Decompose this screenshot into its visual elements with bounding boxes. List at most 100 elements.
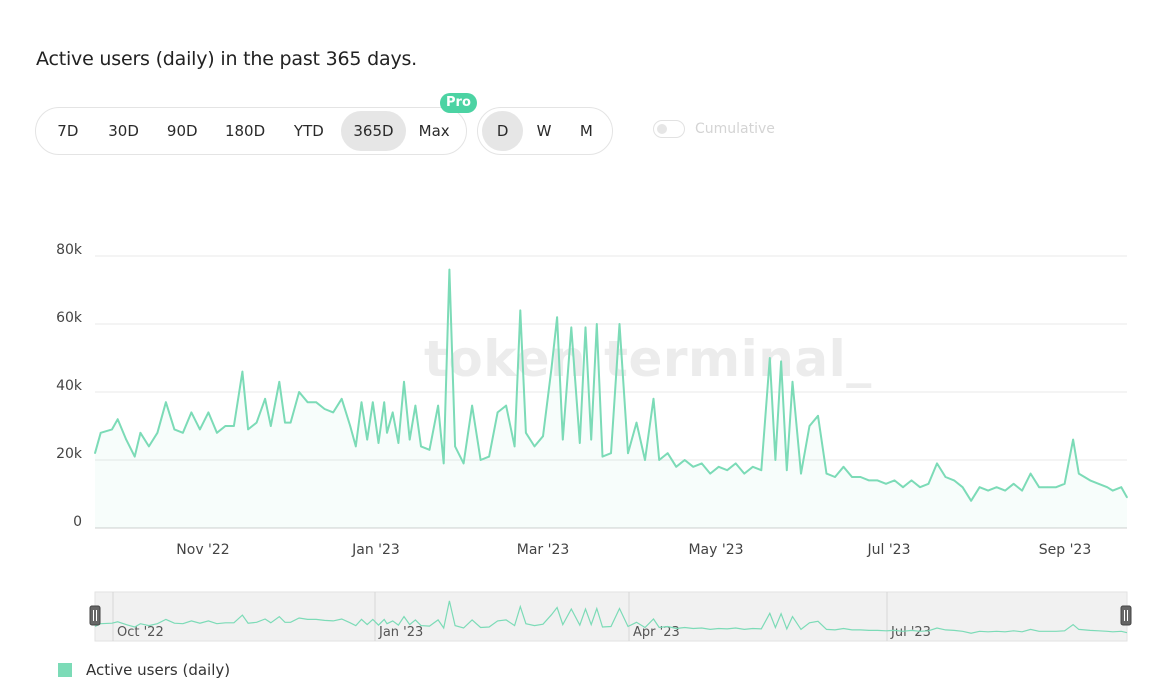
data-point	[1012, 483, 1015, 485]
data-point	[255, 421, 258, 424]
range-button-7d[interactable]: 7D	[57, 122, 79, 140]
data-point	[760, 469, 763, 472]
data-point	[610, 452, 612, 455]
y-tick-label: 60k	[56, 310, 83, 326]
toggle-switch[interactable]	[653, 120, 685, 138]
legend[interactable]: Active users (daily)	[58, 661, 230, 679]
data-point	[397, 442, 400, 444]
data-point	[791, 381, 794, 383]
range-button-ytd[interactable]: YTD	[293, 122, 324, 140]
data-point	[556, 316, 558, 319]
data-point	[1126, 496, 1128, 499]
data-point	[116, 418, 119, 421]
data-point	[289, 421, 292, 424]
range-button-90d[interactable]: 90D	[166, 122, 198, 140]
data-point	[488, 455, 490, 458]
data-point	[562, 438, 564, 441]
data-point	[995, 486, 998, 489]
data-point	[247, 428, 249, 431]
data-point	[743, 472, 746, 475]
navigator-tick-label: Jul '23	[890, 625, 931, 640]
data-point	[700, 462, 703, 465]
data-point	[315, 401, 317, 404]
data-point	[125, 438, 127, 441]
data-point	[859, 476, 862, 478]
data-point	[323, 408, 326, 410]
data-point	[944, 476, 947, 478]
data-point	[834, 476, 836, 478]
navigator-handle-right[interactable]	[1120, 605, 1132, 626]
range-button-30d[interactable]: 30D	[108, 122, 139, 140]
data-point	[542, 435, 544, 438]
data-point	[360, 401, 363, 404]
data-point	[156, 432, 159, 434]
data-point	[961, 486, 964, 489]
data-point	[1078, 472, 1080, 475]
range-button-180d[interactable]: 180D	[224, 122, 266, 140]
data-point	[885, 483, 887, 485]
cumulative-toggle[interactable]: Cumulative	[653, 120, 775, 138]
data-point	[808, 425, 811, 427]
data-point	[902, 486, 904, 489]
data-point	[936, 462, 938, 465]
data-point	[1021, 489, 1023, 492]
data-point	[233, 425, 235, 427]
data-point	[825, 472, 828, 475]
navigator-window[interactable]	[94, 591, 1128, 642]
data-point	[675, 466, 677, 468]
interval-button-d[interactable]: D	[482, 111, 524, 151]
data-point	[590, 438, 592, 441]
chart-title: Active users (daily) in the past 365 day…	[36, 48, 418, 70]
data-point	[1083, 476, 1086, 478]
data-point	[216, 432, 218, 434]
data-point	[190, 411, 193, 414]
data-point	[1097, 483, 1100, 485]
data-point	[1063, 483, 1066, 485]
data-point	[505, 404, 507, 407]
x-tick-label: Jul '23	[866, 542, 910, 558]
data-point	[278, 381, 281, 383]
data-point	[403, 381, 405, 383]
data-point	[717, 466, 720, 468]
navigator-handle-left[interactable]	[89, 605, 101, 626]
data-point	[666, 452, 669, 455]
data-point	[264, 398, 266, 400]
data-point	[349, 425, 352, 427]
navigator-tick-label: Jan '23	[378, 625, 423, 640]
data-point	[868, 479, 870, 482]
toggle-knob	[657, 124, 667, 134]
interval-button-w[interactable]: W	[536, 122, 552, 140]
data-point	[1072, 438, 1074, 441]
data-point	[726, 469, 728, 472]
data-point	[978, 486, 981, 489]
data-point	[570, 326, 573, 329]
data-point	[584, 326, 587, 329]
y-tick-label: 20k	[56, 446, 83, 462]
series-line	[94, 268, 1128, 502]
data-point	[1038, 486, 1040, 489]
interval-button-m[interactable]: M	[579, 122, 593, 140]
navigator-tick-label: Apr '23	[633, 625, 680, 640]
data-point	[709, 472, 711, 475]
data-point	[420, 445, 422, 448]
range-button-365d[interactable]: 365D	[340, 111, 407, 151]
x-tick-label: Nov '22	[176, 542, 229, 558]
data-point	[618, 323, 621, 325]
data-point	[298, 391, 300, 393]
series-area	[95, 269, 1127, 528]
data-point	[627, 452, 629, 455]
data-point	[550, 367, 553, 370]
y-tick-label: 40k	[56, 378, 83, 394]
data-point	[437, 404, 439, 407]
data-point	[752, 466, 754, 468]
data-point	[94, 452, 96, 455]
legend-swatch	[58, 663, 72, 677]
data-point	[769, 357, 771, 359]
range-button-max[interactable]: Max	[418, 122, 450, 140]
data-point	[910, 479, 913, 482]
data-point	[596, 323, 598, 325]
data-point	[428, 449, 431, 451]
data-point	[644, 459, 646, 461]
